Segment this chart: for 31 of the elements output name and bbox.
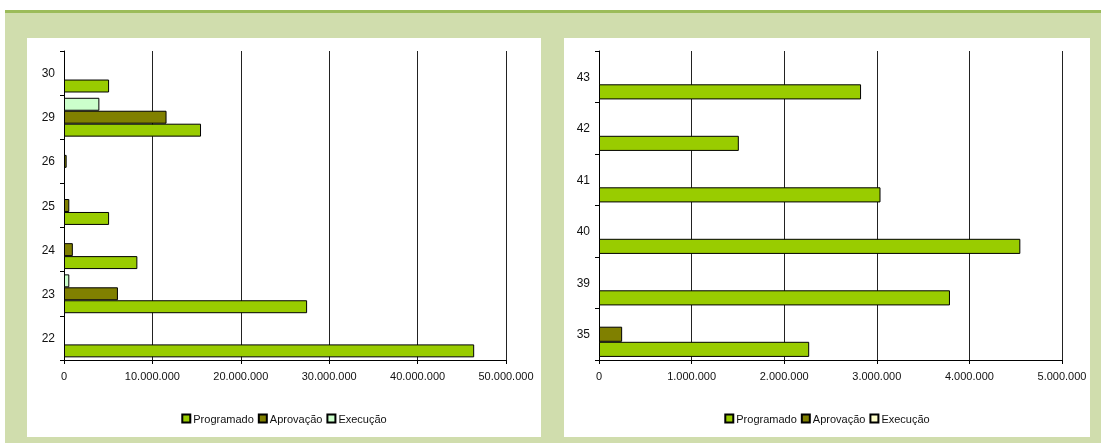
y-tick-label: 25: [41, 198, 56, 213]
y-tick-label: 41: [576, 172, 591, 187]
x-tick-label: 1.000.000: [667, 369, 717, 382]
x-tick-label: 20.000.000: [213, 369, 269, 382]
legend-label: Aprovação: [812, 412, 866, 425]
y-tick-label: 40: [576, 224, 591, 239]
x-tick-label: 3.000.000: [852, 369, 902, 382]
y-tick-label: 30: [41, 66, 56, 81]
legend-label: Aprovação: [269, 412, 323, 425]
x-tick-label: 30.000.000: [301, 369, 357, 382]
x-tick-label: 0: [595, 369, 603, 382]
y-tick-label: 39: [576, 275, 591, 290]
x-tick-label: 40.000.000: [390, 369, 446, 382]
x-tick-label: 50.000.000: [478, 369, 534, 382]
y-tick-label: 24: [41, 242, 56, 257]
y-tick-label: 43: [576, 69, 591, 84]
legend-label: Programado: [193, 412, 254, 425]
x-tick-label: 0: [60, 369, 68, 382]
y-tick-label: 42: [576, 121, 591, 136]
x-tick-label: 10.000.000: [124, 369, 180, 382]
y-tick-label: 29: [41, 110, 56, 125]
legend-label: Execução: [881, 412, 930, 425]
y-tick-label: 22: [41, 330, 56, 345]
x-tick-label: 2.000.000: [759, 369, 809, 382]
y-tick-label: 23: [41, 286, 56, 301]
y-tick-label: 26: [41, 154, 56, 169]
x-tick-label: 5.000.000: [1037, 369, 1087, 382]
legend-label: Execução: [338, 412, 387, 425]
x-tick-label: 4.000.000: [944, 369, 994, 382]
legend-label: Programado: [736, 412, 797, 425]
y-tick-label: 35: [576, 327, 591, 342]
